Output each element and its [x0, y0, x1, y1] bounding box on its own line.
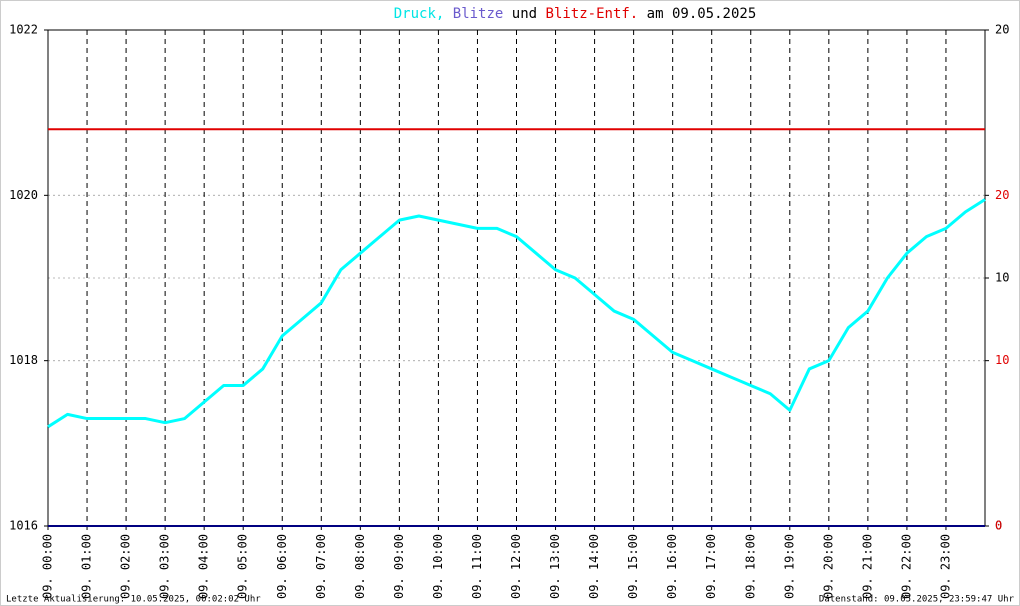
x-tick-label: 09. 12:00: [509, 534, 523, 599]
y-tick-label: 10: [995, 353, 1009, 367]
x-tick-label: 09. 22:00: [899, 534, 913, 599]
x-tick-label: 09. 06:00: [275, 534, 289, 599]
x-tick-label: 09. 14:00: [587, 534, 601, 599]
x-tick-label: 09. 07:00: [314, 534, 328, 599]
x-tick-label: 09. 01:00: [80, 534, 94, 599]
x-tick-label: 09. 16:00: [665, 534, 679, 599]
y-tick-label: 1016: [9, 519, 38, 533]
x-tick-label: 09. 08:00: [353, 534, 367, 599]
x-tick-label: 09. 04:00: [197, 534, 211, 599]
footer-left: Letzte Aktualisierung: 10.05.2025, 00:02…: [6, 595, 261, 605]
x-tick-label: 09. 19:00: [782, 534, 796, 599]
x-tick-label: 09. 20:00: [821, 534, 835, 599]
x-tick-label: 09. 23:00: [938, 534, 952, 599]
x-tick-label: 09. 05:00: [236, 534, 250, 599]
y-tick-label: 0: [995, 519, 1002, 533]
chart-title: Druck, Blitze und Blitz-Entf. am 09.05.2…: [394, 6, 757, 22]
y-tick-label: 1020: [9, 188, 38, 202]
y-tick-label: 0: [995, 519, 1002, 533]
footer-right: Datenstand: 09.05.2025, 23:59:47 Uhr: [819, 595, 1015, 605]
x-tick-label: 09. 03:00: [158, 534, 172, 599]
x-tick-label: 09. 10:00: [431, 534, 445, 599]
series-line: [47, 198, 986, 429]
x-tick-label: 09. 09:00: [392, 534, 406, 599]
title-part: Druck,: [394, 6, 445, 22]
title-part: am 09.05.2025: [647, 6, 757, 22]
y-tick-label: 20: [995, 23, 1009, 37]
x-tick-label: 09. 11:00: [470, 534, 484, 599]
y-tick-label: 10: [995, 271, 1009, 285]
title-part: Blitze: [453, 6, 504, 22]
y-tick-label: 1022: [9, 23, 38, 37]
x-tick-label: 09. 18:00: [743, 534, 757, 599]
title-part: Blitz-Entf.: [546, 6, 639, 22]
x-tick-label: 09. 17:00: [704, 534, 718, 599]
x-tick-label: 09. 00:00: [41, 534, 55, 599]
y-tick-label: 1018: [9, 353, 38, 367]
y-tick-label: 20: [995, 188, 1009, 202]
title-part: und: [512, 6, 537, 22]
x-tick-label: 09. 21:00: [860, 534, 874, 599]
x-tick-label: 09. 02:00: [119, 534, 133, 599]
x-tick-label: 09. 15:00: [626, 534, 640, 599]
x-tick-label: 09. 13:00: [548, 534, 562, 599]
